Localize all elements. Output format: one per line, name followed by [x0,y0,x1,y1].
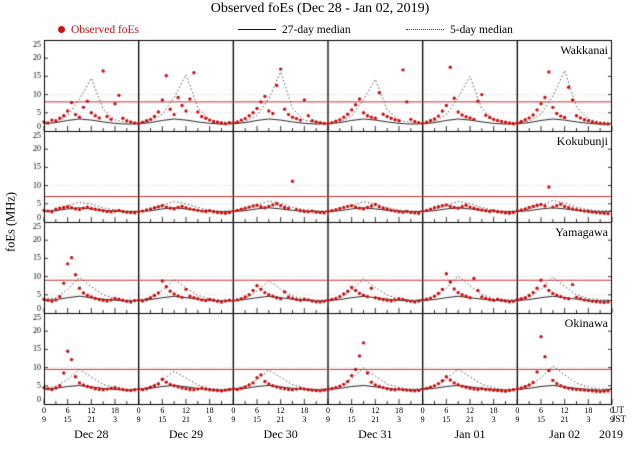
x-tick-ut: 6 [160,406,165,415]
station-label-kokubunji: Kokubunji [556,134,608,148]
x-tick-jst: 9 [420,415,425,424]
x-tick-ut: 18 [395,406,403,415]
x-tick-ut: 18 [111,406,119,415]
x-tick-ut: 0 [136,406,141,415]
year-label: 2019 [599,427,623,441]
x-tick-ut: 0 [326,406,330,415]
x-tick-jst: 3 [397,415,401,424]
day-label: Dec 29 [168,427,204,441]
day-label: Dec 30 [263,427,298,441]
x-tick-jst: 15 [442,415,451,424]
x-tick-label: 6 15 [64,406,72,424]
x-tick-label: 18 3 [490,406,498,424]
x-tick-ut: 0 [515,406,520,415]
x-tick-label: 12 21 [277,406,285,424]
x-tick-jst: 15 [158,415,167,424]
day-label: Jan 02 [549,427,581,441]
x-tick-ut: 6 [444,406,449,415]
day-label: Dec 28 [74,427,109,441]
x-tick-jst: 15 [253,415,261,424]
x-tick-ut: 12 [466,406,474,415]
x-tick-label: 12 21 [561,406,569,424]
x-tick-jst: 15 [63,415,72,424]
x-tick-ut: 12 [276,406,285,415]
x-tick-jst: 21 [466,415,474,424]
x-tick-jst: 21 [560,415,569,424]
x-tick-jst: 21 [87,415,96,424]
x-tick-jst: 9 [610,415,614,424]
x-tick-ut: 0 [420,406,425,415]
x-tick-label: 6 15 [442,406,450,424]
x-tick-label: 18 3 [395,406,403,424]
x-tick-ut: 18 [489,406,498,415]
station-label-yamagawa: Yamagawa [555,225,608,239]
x-tick-label: 18 3 [300,406,308,424]
x-tick-label: 18 3 [584,406,592,424]
x-tick-jst: 9 [42,415,46,424]
x-tick-jst: 21 [371,415,380,424]
x-tick-ut: 12 [87,406,96,415]
x-tick-label: 18 3 [206,406,214,424]
x-tick-label: 6 15 [158,406,166,424]
x-tick-jst: 9 [136,415,141,424]
y-axis-label: foEs (MHz) [3,191,18,253]
day-label: Jan 01 [454,427,486,441]
x-tick-label: 12 21 [371,406,379,424]
x-tick-ut: 0 [42,406,46,415]
x-tick-jst: 15 [347,415,356,424]
x-tick-jst: 9 [326,415,330,424]
x-tick-ut: 12 [371,406,380,415]
x-tick-ut: 0 [610,406,614,415]
x-tick-label: 12 21 [182,406,190,424]
x-tick-label: 6 15 [253,406,261,424]
station-label-wakkanai: Wakkanai [560,43,608,57]
ut-unit-label: UT [612,405,624,415]
x-tick-label: 18 3 [111,406,119,424]
x-tick-ut: 18 [584,406,593,415]
station-label-okinawa: Okinawa [564,316,608,330]
jst-unit-label: JST [612,414,627,424]
x-tick-jst: 21 [276,415,285,424]
x-tick-jst: 21 [182,415,190,424]
x-tick-ut: 12 [182,406,190,415]
x-tick-label: 6 15 [348,406,356,424]
ut-jst-axis-unit: UT JST [612,406,626,424]
x-tick-ut: 0 [231,406,236,415]
x-tick-label: 12 21 [466,406,474,424]
x-tick-jst: 9 [231,415,236,424]
x-tick-jst: 3 [302,415,307,424]
x-tick-label: 12 21 [87,406,95,424]
x-tick-jst: 15 [537,415,545,424]
x-tick-jst: 9 [515,415,520,424]
x-tick-label: 6 15 [537,406,545,424]
x-tick-ut: 6 [539,406,543,415]
x-tick-ut: 6 [65,406,70,415]
x-tick-jst: 3 [113,415,117,424]
x-tick-ut: 6 [349,406,354,415]
x-tick-jst: 3 [586,415,591,424]
x-tick-ut: 6 [255,406,259,415]
x-tick-jst: 3 [207,415,212,424]
x-tick-ut: 12 [560,406,569,415]
x-tick-ut: 18 [205,406,214,415]
day-label: Dec 31 [358,427,393,441]
x-tick-ut: 18 [300,406,309,415]
x-tick-jst: 3 [491,415,496,424]
